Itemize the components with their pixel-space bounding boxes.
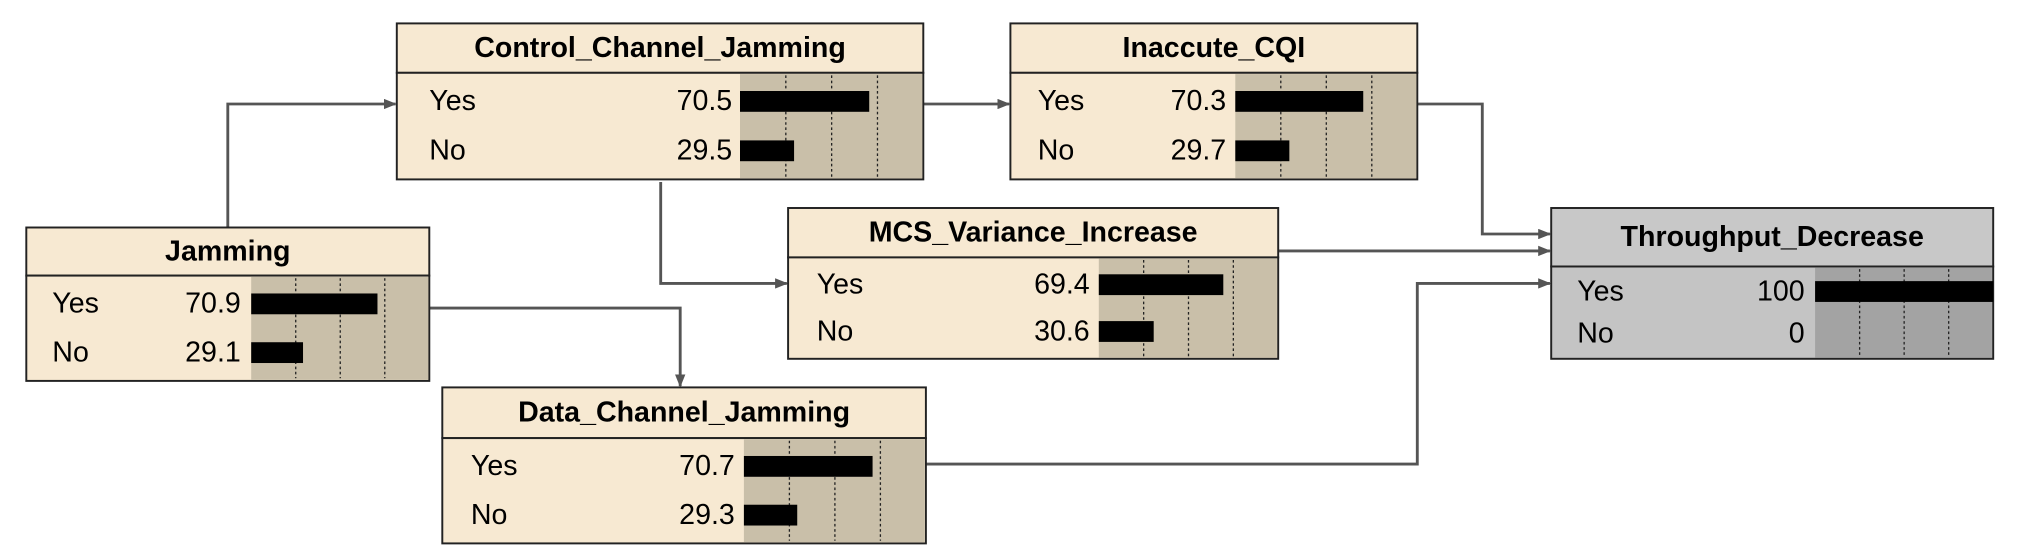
state-label: No bbox=[471, 499, 508, 531]
state-value: 29.7 bbox=[1171, 135, 1227, 167]
edge bbox=[1417, 102, 1552, 240]
state-value: 29.1 bbox=[185, 336, 241, 368]
bar-panel bbox=[743, 439, 925, 543]
nodes: Jamming Yes 70.9 No 29.1 Control_Channel_Jamm… bbox=[25, 22, 1995, 545]
state-label: Yes bbox=[52, 288, 99, 320]
node-title: Throughput_Decrease bbox=[1621, 221, 1924, 253]
state-label: Yes bbox=[1038, 85, 1085, 117]
node-title-bg bbox=[1009, 22, 1419, 74]
probability-bar bbox=[743, 504, 798, 526]
state-value: 0 bbox=[1789, 318, 1805, 350]
state-value: 29.3 bbox=[679, 499, 735, 531]
edge bbox=[429, 306, 686, 388]
state-value: 100 bbox=[1757, 275, 1805, 307]
probability-bar bbox=[1235, 91, 1364, 112]
edge bbox=[659, 182, 789, 289]
probability-bar bbox=[251, 293, 378, 315]
state-value: 29.5 bbox=[677, 135, 733, 167]
node: Inaccute_CQI Yes 70.3 No 29.7 bbox=[1009, 22, 1419, 181]
probability-bar bbox=[1235, 140, 1290, 162]
node-title: Inaccute_CQI bbox=[1123, 32, 1306, 64]
state-label: Yes bbox=[471, 450, 518, 482]
probability-bar bbox=[1098, 274, 1224, 296]
probability-bar bbox=[251, 342, 304, 364]
state-value: 70.3 bbox=[1171, 85, 1227, 117]
node: Jamming Yes 70.9 No 29.1 bbox=[25, 226, 431, 382]
node: Control_Channel_Jamming Yes 70.5 No 29.5 bbox=[395, 22, 925, 181]
bar-panel bbox=[251, 276, 428, 380]
state-value: 70.9 bbox=[185, 288, 241, 320]
state-label: No bbox=[1577, 318, 1614, 350]
edge bbox=[925, 278, 1552, 466]
state-label: Yes bbox=[429, 85, 476, 117]
state-label: No bbox=[817, 315, 854, 347]
node-title: Data_Channel_Jamming bbox=[518, 397, 850, 429]
probability-bar bbox=[1098, 321, 1154, 342]
node-title: Jamming bbox=[165, 235, 290, 267]
node-title: MCS_Variance_Increase bbox=[869, 217, 1198, 249]
state-value: 69.4 bbox=[1034, 269, 1090, 301]
state-label: Yes bbox=[1577, 275, 1624, 307]
bar-panel bbox=[1235, 74, 1416, 179]
node-title-bg bbox=[395, 22, 925, 74]
node-title-bg bbox=[787, 207, 1280, 259]
node-title-bg bbox=[1550, 207, 1995, 268]
edges bbox=[226, 98, 1552, 466]
probability-bar bbox=[1815, 281, 1994, 302]
probability-bar bbox=[740, 91, 870, 112]
node: Throughput_Decrease Yes 100 No 0 bbox=[1550, 207, 1995, 360]
edge bbox=[226, 98, 397, 228]
node-title: Control_Channel_Jamming bbox=[474, 32, 846, 64]
state-label: No bbox=[429, 135, 466, 167]
state-value: 30.6 bbox=[1034, 315, 1090, 347]
node-title-bg bbox=[441, 386, 927, 440]
state-value: 70.7 bbox=[679, 450, 735, 482]
state-label: No bbox=[52, 336, 89, 368]
probability-bar bbox=[740, 140, 795, 162]
probability-bar bbox=[743, 455, 873, 477]
bar-panel bbox=[740, 74, 922, 179]
state-label: No bbox=[1038, 135, 1075, 167]
state-value: 70.5 bbox=[677, 85, 733, 117]
state-label: Yes bbox=[817, 269, 864, 301]
